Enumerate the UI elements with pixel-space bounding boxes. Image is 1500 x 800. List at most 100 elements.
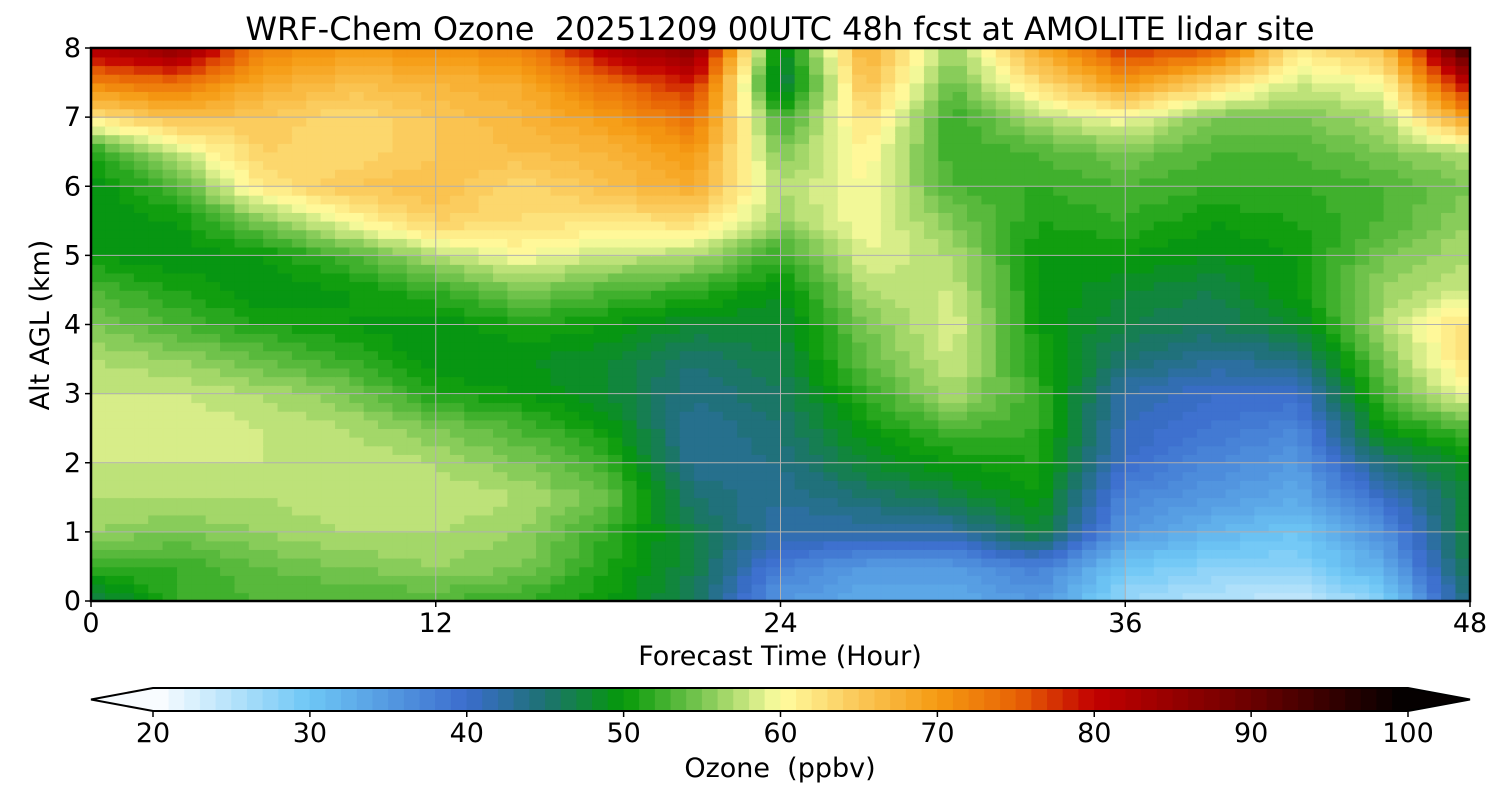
heatmap-cell	[1383, 220, 1399, 231]
heatmap-cell	[191, 462, 207, 473]
heatmap-cell	[119, 220, 135, 231]
heatmap-cell	[737, 298, 753, 309]
heatmap-cell	[665, 514, 681, 525]
heatmap-cell	[1196, 557, 1213, 568]
heatmap-cell	[938, 255, 954, 265]
heatmap-cell	[521, 462, 538, 473]
heatmap-cell	[1340, 410, 1356, 421]
heatmap-cell	[162, 367, 178, 378]
heatmap-cell	[148, 514, 164, 525]
heatmap-cell	[1326, 402, 1342, 412]
heatmap-cell	[105, 514, 121, 525]
heatmap-cell	[521, 548, 538, 559]
heatmap-cell	[521, 220, 538, 231]
heatmap-cell	[1426, 479, 1443, 490]
heatmap-cell	[349, 402, 365, 412]
heatmap-cell	[105, 402, 121, 412]
heatmap-cell	[995, 393, 1012, 404]
heatmap-cell	[1397, 540, 1414, 550]
heatmap-cell	[1369, 324, 1385, 334]
heatmap-cell	[176, 367, 193, 378]
heatmap-cell	[1010, 427, 1026, 438]
heatmap-cell	[105, 246, 121, 257]
heatmap-cell	[852, 168, 868, 179]
heatmap-cell	[1354, 211, 1371, 222]
heatmap-cell	[105, 255, 121, 265]
heatmap-cell	[1196, 583, 1213, 594]
heatmap-cell	[679, 436, 696, 447]
heatmap-cell	[1081, 341, 1098, 352]
heatmap-cell	[1283, 583, 1299, 594]
heatmap-cell	[794, 402, 811, 412]
heatmap-cell	[909, 479, 925, 490]
heatmap-cell	[694, 445, 710, 455]
heatmap-cell	[880, 341, 897, 352]
heatmap-cell	[1024, 488, 1040, 499]
heatmap-cell	[1139, 445, 1155, 455]
heatmap-cell	[1067, 168, 1083, 179]
heatmap-cell	[909, 531, 925, 542]
heatmap-cell	[478, 548, 494, 559]
heatmap-cell	[335, 255, 351, 265]
heatmap-cell	[378, 471, 394, 481]
heatmap-cell	[119, 514, 135, 525]
heatmap-cell	[536, 246, 552, 257]
heatmap-cell	[234, 514, 250, 525]
heatmap-cell	[1153, 462, 1170, 473]
heatmap-cell	[191, 255, 207, 265]
heatmap-cell	[809, 367, 825, 378]
heatmap-cell	[593, 237, 609, 248]
heatmap-cell	[1153, 471, 1170, 481]
heatmap-cell	[564, 177, 581, 188]
heatmap-cell	[1326, 263, 1342, 274]
heatmap-cell	[521, 358, 538, 369]
heatmap-cell	[708, 289, 724, 300]
heatmap-cell	[378, 168, 394, 179]
heatmap-cell	[191, 168, 207, 179]
heatmap-cell	[148, 160, 164, 170]
heatmap-cell	[593, 531, 609, 542]
heatmap-cell	[1311, 462, 1328, 473]
heatmap-cell	[1412, 566, 1428, 576]
heatmap-cell	[1110, 298, 1127, 309]
heatmap-cell	[277, 574, 293, 585]
heatmap-cell	[981, 246, 997, 257]
heatmap-cell	[1441, 427, 1457, 438]
heatmap-cell	[148, 151, 164, 162]
heatmap-cell	[119, 237, 135, 248]
heatmap-cell	[1067, 557, 1083, 568]
heatmap-cell	[1283, 419, 1299, 429]
heatmap-cell	[1340, 471, 1356, 481]
heatmap-cell	[263, 384, 279, 395]
heatmap-cell	[320, 298, 336, 309]
heatmap-cell	[794, 324, 811, 334]
heatmap-cell	[909, 307, 925, 317]
heatmap-cell	[995, 272, 1012, 283]
heatmap-cell	[363, 324, 380, 334]
heatmap-cell	[665, 367, 681, 378]
heatmap-cell	[923, 574, 940, 585]
heatmap-cell	[363, 168, 380, 179]
heatmap-cell	[1397, 307, 1414, 317]
heatmap-cell	[536, 479, 552, 490]
heatmap-cell	[550, 419, 566, 429]
heatmap-cell	[823, 168, 839, 179]
heatmap-cell	[521, 246, 538, 257]
heatmap-cell	[967, 324, 983, 334]
heatmap-cell	[449, 402, 466, 412]
heatmap-cell	[1369, 540, 1385, 550]
heatmap-cell	[679, 332, 696, 343]
heatmap-cell	[1383, 497, 1399, 507]
heatmap-cell	[708, 583, 724, 594]
heatmap-cell	[1010, 211, 1026, 222]
heatmap-cell	[449, 514, 466, 525]
heatmap-cell	[363, 220, 380, 231]
heatmap-cell	[1383, 177, 1399, 188]
heatmap-cell	[191, 497, 207, 507]
heatmap-cell	[349, 255, 365, 265]
heatmap-cell	[306, 445, 322, 455]
heatmap-cell	[1125, 255, 1141, 265]
heatmap-cell	[952, 324, 969, 334]
heatmap-cell	[694, 548, 710, 559]
heatmap-cell	[823, 471, 839, 481]
